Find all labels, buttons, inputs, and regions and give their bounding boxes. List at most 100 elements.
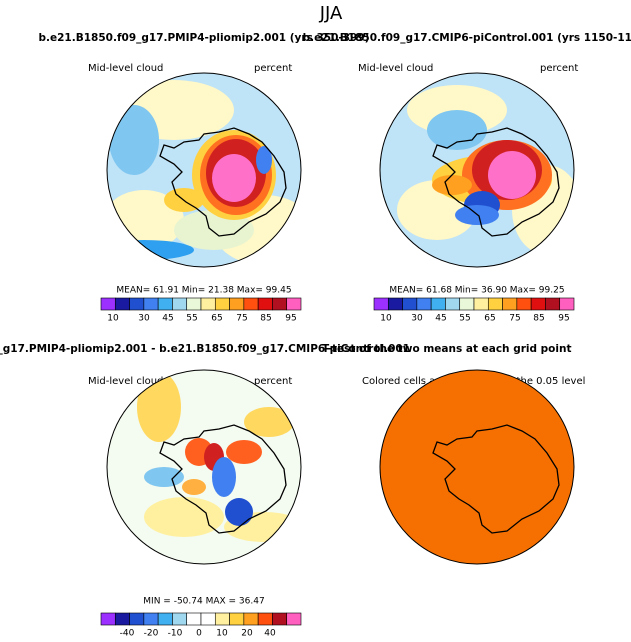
contour-region	[244, 407, 294, 437]
colorbar-box	[257, 297, 273, 311]
colorbar-box	[214, 297, 230, 311]
field-label: Mid-level cloud	[88, 63, 163, 74]
map-border	[106, 369, 302, 565]
colorbar-box	[445, 297, 461, 311]
colorbar-label: 0	[196, 629, 202, 639]
panel-title: T-test of the two means at each grid poi…	[322, 343, 571, 355]
map-panel	[379, 72, 575, 268]
colorbar-label: 55	[459, 314, 470, 324]
stats: MEAN= 61.68 Min= 36.90 Max= 99.25	[389, 286, 564, 296]
units-label: percent	[254, 376, 292, 387]
coastline	[432, 424, 560, 534]
coastline	[159, 424, 287, 534]
colorbar-box	[100, 297, 116, 311]
colorbar-label: 45	[435, 314, 446, 324]
colorbar-label: 20	[241, 629, 253, 639]
colorbar-label: -40	[120, 629, 135, 639]
colorbar-box	[214, 612, 230, 626]
colorbar-label: 10	[380, 314, 392, 324]
colorbar-label: 65	[484, 314, 495, 324]
colorbar-box	[373, 297, 389, 311]
contour-region	[488, 151, 536, 199]
panel-title: b.e21.B1850.f09_g17.PMIP4-pliomip2.001 -…	[0, 343, 410, 355]
contour-region	[144, 497, 224, 537]
colorbar-label: 40	[264, 629, 276, 639]
colorbar-label: 10	[107, 314, 119, 324]
units-label: percent	[540, 63, 578, 74]
colorbar-box	[100, 612, 116, 626]
contour-region	[212, 154, 256, 202]
colorbar-box	[186, 297, 202, 311]
colorbar-box	[186, 612, 202, 626]
colorbar-box	[387, 297, 403, 311]
contour-region	[432, 175, 472, 195]
colorbar-box	[530, 297, 546, 311]
colorbar-box	[143, 297, 159, 311]
colorbar-box	[459, 297, 475, 311]
panel-title: b.e21.B1850.f09_g17.CMIP6-piControl.001 …	[303, 32, 631, 44]
colorbar-label: 95	[558, 314, 569, 324]
contour-region	[137, 372, 181, 442]
colorbar-box	[172, 612, 188, 626]
colorbar-box	[172, 297, 188, 311]
map-panel	[106, 369, 302, 565]
field-label: Mid-level cloud	[88, 376, 163, 387]
colorbar-box	[114, 612, 130, 626]
colorbar-box	[243, 297, 259, 311]
colorbar-label: 75	[509, 314, 520, 324]
stats: MIN = -50.74 MAX = 36.47	[143, 597, 264, 607]
colorbar-box	[114, 297, 130, 311]
colorbar-box	[430, 297, 446, 311]
colorbar-label: 30	[138, 314, 150, 324]
field-label: Mid-level cloud	[358, 63, 433, 74]
colorbar-label: -20	[144, 629, 159, 639]
coastline	[432, 127, 560, 237]
ocean	[380, 370, 574, 564]
colorbar-box	[272, 612, 288, 626]
colorbar-box	[502, 297, 518, 311]
contour-region	[225, 498, 253, 526]
colorbar-label: 55	[186, 314, 197, 324]
contours	[137, 372, 301, 542]
colorbar-label: 85	[533, 314, 544, 324]
contour-region	[144, 467, 184, 487]
colorbar-box	[129, 297, 145, 311]
colorbar-label: 10	[216, 629, 228, 639]
colorbar-box	[272, 297, 288, 311]
colorbar-box	[200, 612, 216, 626]
colorbar-label: 45	[162, 314, 173, 324]
colorbar-box	[473, 297, 489, 311]
colorbar-box	[157, 297, 173, 311]
colorbar-box	[286, 612, 302, 626]
colorbar-box	[157, 612, 173, 626]
colorbar-box	[129, 612, 145, 626]
colorbar-box	[229, 612, 245, 626]
colorbar-box	[257, 612, 273, 626]
coastline	[159, 127, 287, 237]
contour-region	[107, 240, 194, 260]
contour-region	[212, 457, 236, 497]
colorbar-box	[559, 297, 575, 311]
figure-title: JJA	[319, 3, 343, 24]
contours	[397, 85, 574, 255]
map-border	[379, 369, 575, 565]
panel-title: b.e21.B1850.f09_g17.PMIP4-pliomip2.001 (…	[39, 32, 370, 44]
colorbar-label: 95	[285, 314, 296, 324]
colorbar-box	[402, 297, 418, 311]
colorbar-box	[516, 297, 532, 311]
contour-region	[226, 440, 262, 464]
colorbar-box	[286, 297, 302, 311]
contour-region	[109, 105, 159, 175]
stats: MEAN= 61.91 Min= 21.38 Max= 99.45	[116, 286, 291, 296]
colorbar-label: 30	[411, 314, 423, 324]
colorbar-box	[200, 297, 216, 311]
colorbar-box	[487, 297, 503, 311]
map-border	[106, 72, 302, 268]
colorbar-box	[229, 297, 245, 311]
contour-region	[427, 110, 487, 150]
map-panel	[106, 72, 302, 268]
map-border	[379, 72, 575, 268]
colorbar-box	[416, 297, 432, 311]
colorbar-box	[243, 612, 259, 626]
